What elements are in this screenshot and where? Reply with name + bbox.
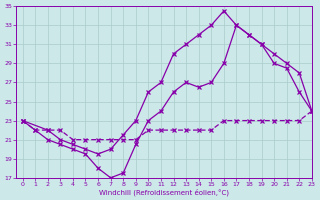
X-axis label: Windchill (Refroidissement éolien,°C): Windchill (Refroidissement éolien,°C) xyxy=(99,188,229,196)
